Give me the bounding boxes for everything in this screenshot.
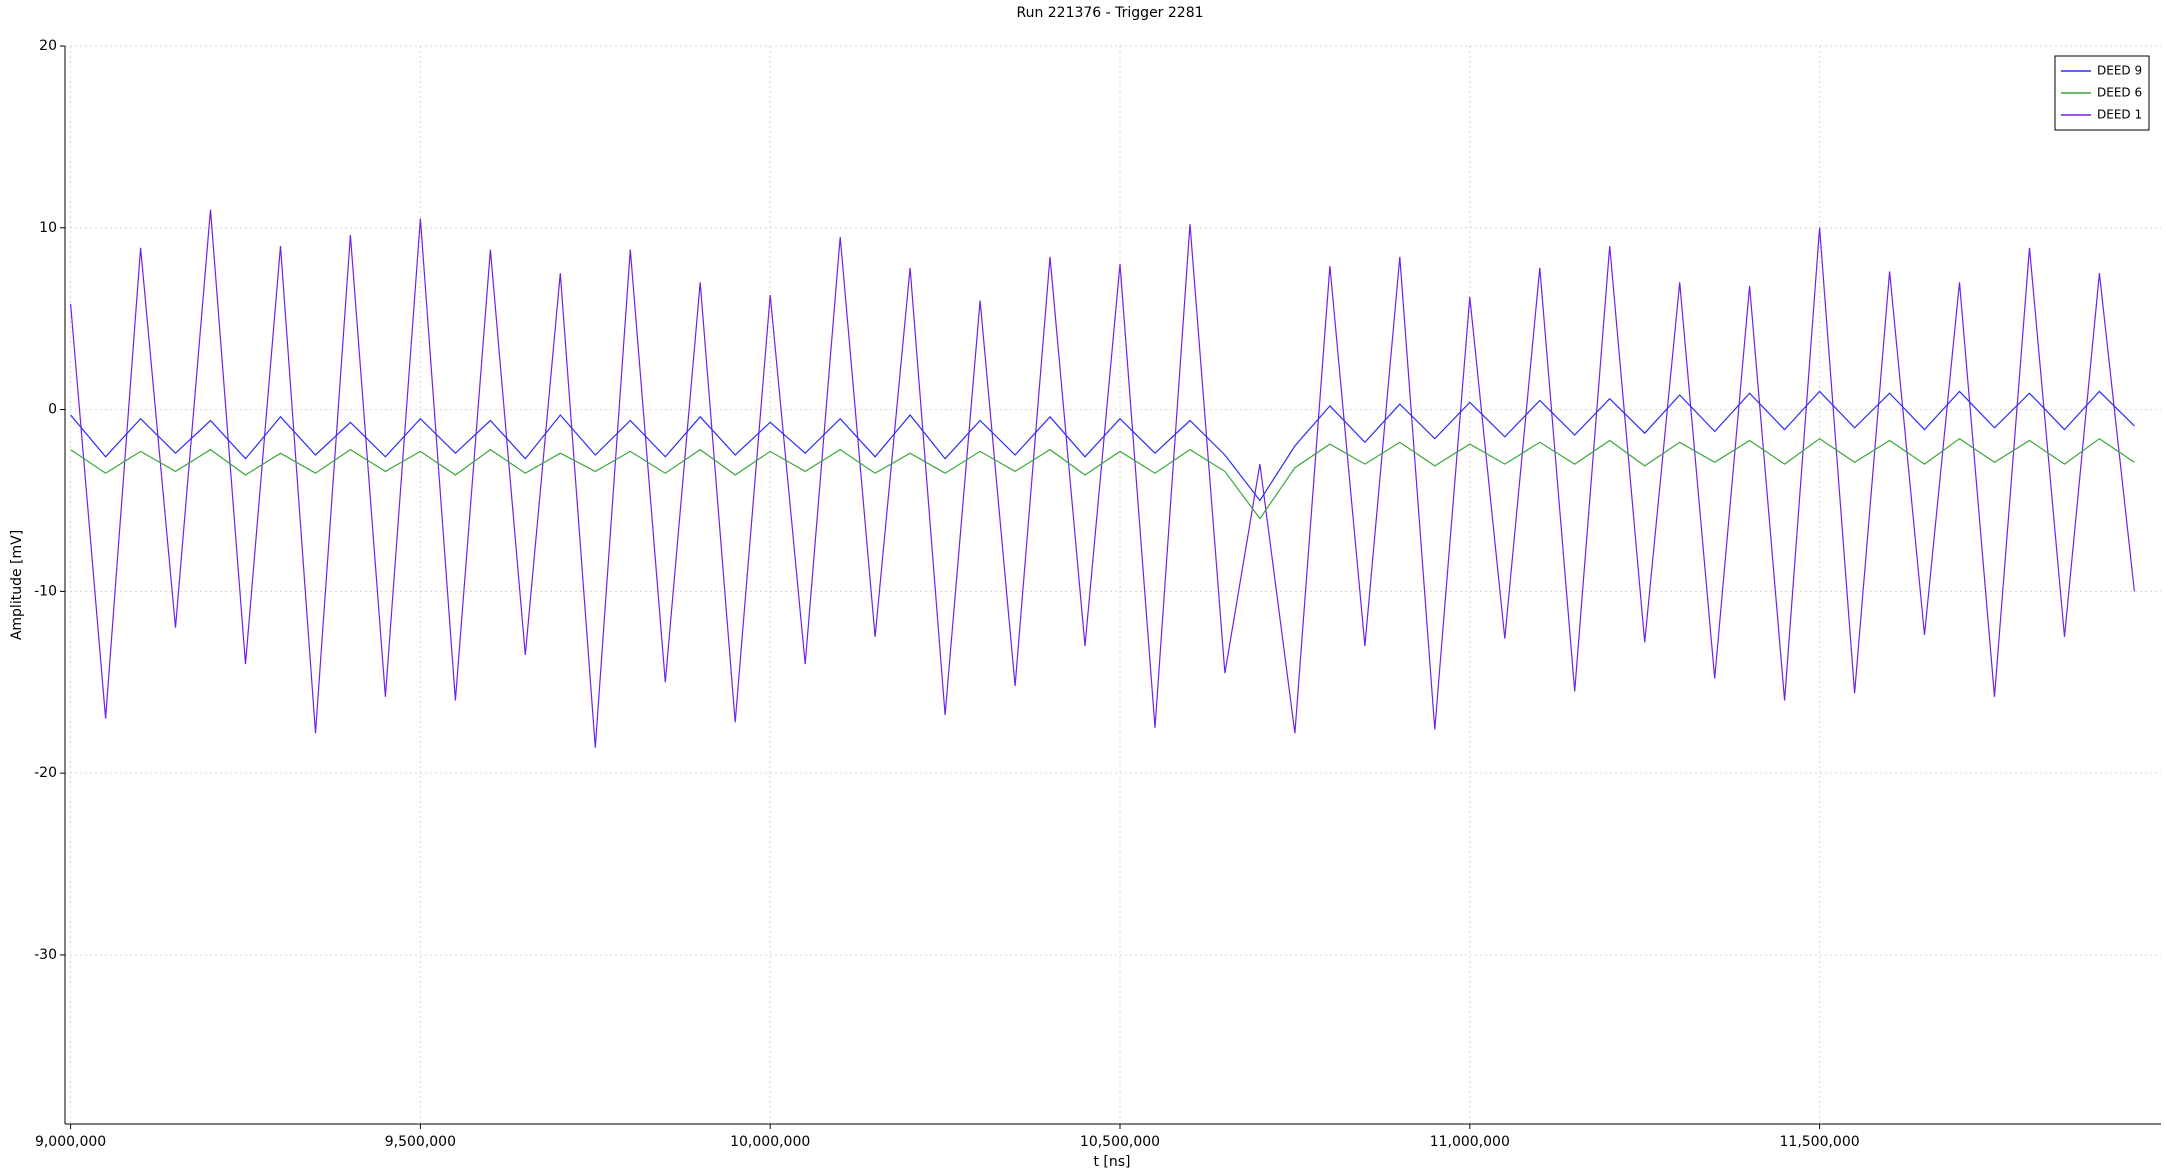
series-line (70, 437, 2135, 520)
y-tick-label: -20 (34, 765, 57, 781)
x-tick-label: 9,000,000 (35, 1134, 106, 1150)
x-tick-label: 11,500,000 (1780, 1134, 1860, 1150)
legend-label: DEED 6 (2097, 86, 2142, 100)
x-tick-label: 10,500,000 (1080, 1134, 1160, 1150)
series-line (70, 209, 2135, 748)
legend-label: DEED 1 (2097, 108, 2142, 122)
y-tick-label: 20 (39, 38, 57, 54)
y-tick-label: 10 (39, 220, 57, 236)
y-axis-label: Amplitude [mV] (9, 530, 25, 640)
y-tick-label: 0 (48, 402, 57, 418)
y-tick-label: -10 (34, 583, 57, 599)
series-line (70, 390, 2135, 502)
legend: DEED 9 DEED 6 DEED 1 (2054, 55, 2150, 131)
x-axis-label: t [ns] (1093, 1154, 1130, 1170)
x-tick-label: 10,000,000 (730, 1134, 810, 1150)
x-tick-label: 9,500,000 (385, 1134, 456, 1150)
x-tick-label: 11,000,000 (1430, 1134, 1510, 1150)
legend-label: DEED 9 (2097, 64, 2142, 78)
y-tick-label: -30 (34, 947, 57, 963)
chart-title: Run 221376 - Trigger 2281 (1016, 5, 1203, 21)
